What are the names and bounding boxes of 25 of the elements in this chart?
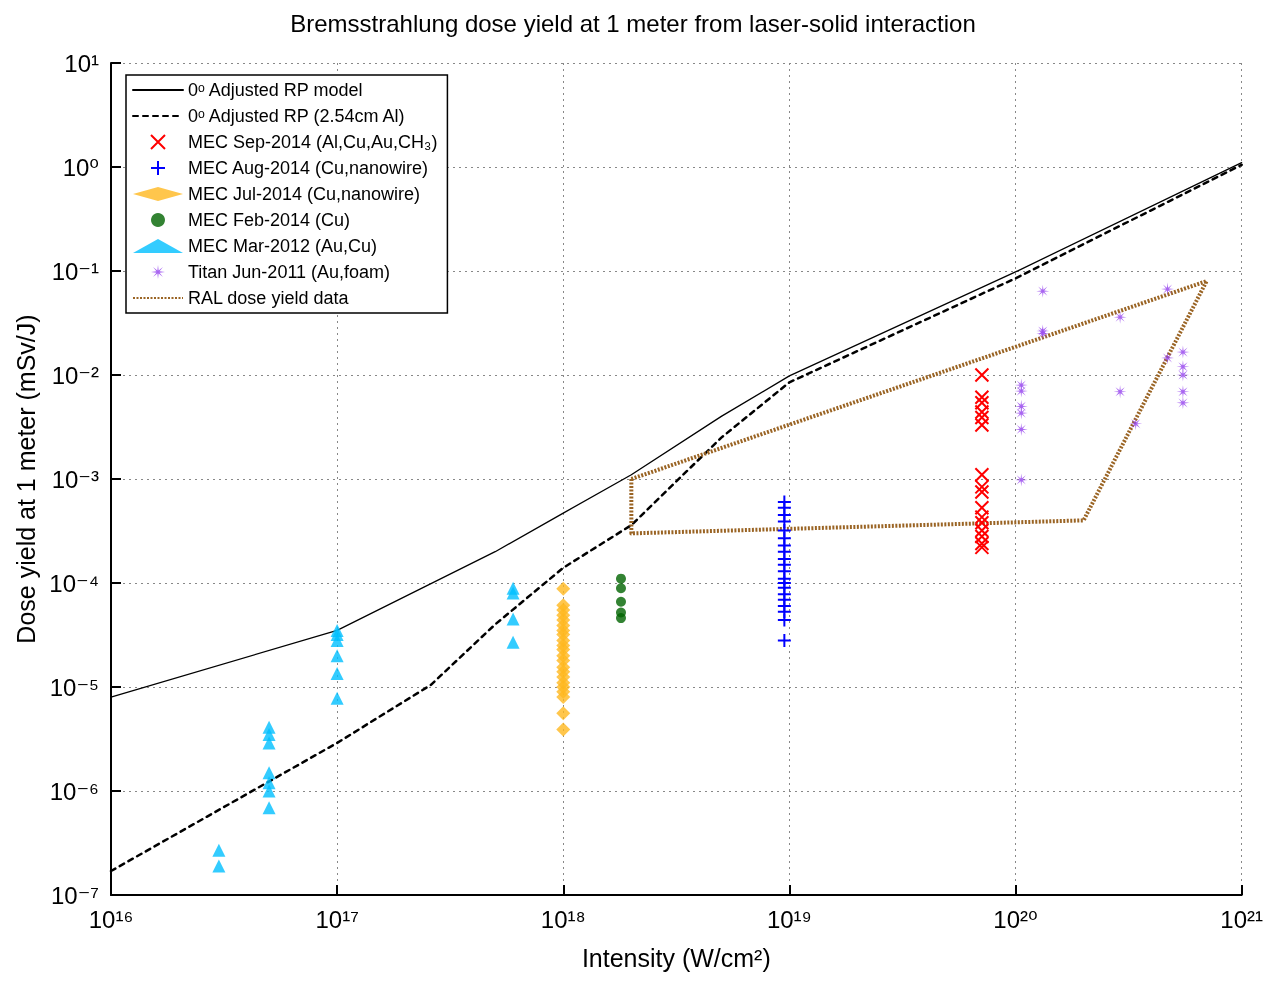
y-tick-label: 10⁻³	[51, 465, 99, 493]
y-tick-label: 10⁻¹	[51, 257, 99, 285]
x-tick-label: 10²¹	[1220, 905, 1263, 933]
y-tick-label: 10⁻⁵	[49, 673, 99, 701]
x-axis-title: Intensity (W/cm²)	[581, 943, 771, 972]
y-axis-title: Dose yield at 1 meter (mSv/J)	[11, 314, 40, 644]
legend-label: Titan Jun-2011 (Au,foam)	[188, 262, 391, 282]
x-tick-label: 10²⁰	[993, 905, 1038, 933]
legend-label: 0ᵒ Adjusted RP (2.54cm Al)	[188, 106, 405, 126]
legend-label: MEC Jul-2014 (Cu,nanowire)	[188, 184, 421, 204]
y-tick-label: 10⁻⁶	[49, 777, 99, 805]
y-tick-label: 10⁻²	[51, 361, 99, 389]
y-tick-label: 10¹	[64, 49, 100, 77]
legend-label: MEC Mar-2012 (Au,Cu)	[188, 236, 378, 256]
x-tick-label: 10¹⁹	[766, 905, 812, 933]
legend-label: MEC Sep-2014 (Al,Cu,Au,CH₃)	[188, 132, 438, 152]
chart-title: Bremsstrahlung dose yield at 1 meter from laser-solid interaction	[290, 9, 976, 37]
x-tick-label: 10¹⁸	[540, 905, 586, 933]
legend-label: MEC Feb-2014 (Cu)	[188, 210, 351, 230]
x-tick-label: 10¹⁷	[315, 905, 359, 933]
y-tick-label: 10⁰	[62, 153, 99, 181]
legend-label: MEC Aug-2014 (Cu,nanowire)	[188, 158, 429, 178]
y-tick-label: 10⁻⁴	[49, 569, 99, 597]
legend-label: RAL dose yield data	[188, 288, 350, 308]
legend-label: 0ᵒ Adjusted RP model	[188, 80, 363, 100]
